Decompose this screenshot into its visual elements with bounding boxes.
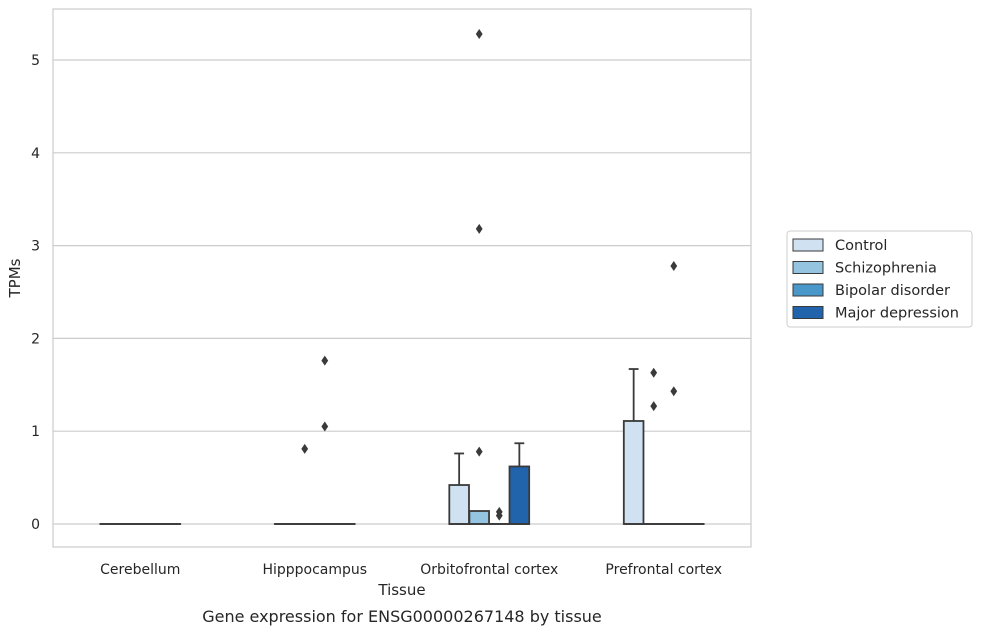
legend-label: Schizophrenia bbox=[835, 261, 937, 277]
legend-frame bbox=[786, 230, 973, 328]
box-group bbox=[293, 443, 316, 525]
box bbox=[448, 484, 470, 525]
box-group bbox=[642, 367, 665, 525]
outlier-point bbox=[650, 401, 658, 412]
outlier-point bbox=[670, 261, 678, 272]
legend-label: Control bbox=[835, 238, 887, 254]
legend-label: Major depression bbox=[835, 306, 959, 322]
chart-caption: Gene expression for ENSG00000267148 by t… bbox=[202, 607, 602, 626]
box bbox=[622, 420, 645, 525]
y-tick-label: 4 bbox=[31, 146, 40, 162]
box-group bbox=[508, 442, 531, 525]
box-group bbox=[448, 452, 470, 525]
x-tick-label: Hipppocampus bbox=[262, 562, 367, 578]
outlier-point bbox=[475, 29, 483, 40]
y-axis-ticks: 0 1 2 3 4 5 bbox=[31, 53, 40, 533]
box-group bbox=[314, 355, 336, 525]
x-tick-label: Orbitofrontal cortex bbox=[420, 562, 558, 578]
box bbox=[508, 465, 531, 525]
legend-label: Bipolar disorder bbox=[835, 283, 950, 299]
y-tick-label: 5 bbox=[31, 53, 40, 69]
plot-frame bbox=[52, 8, 752, 548]
outlier-point bbox=[495, 510, 503, 521]
legend-swatch bbox=[792, 283, 824, 297]
y-tick-label: 1 bbox=[31, 424, 40, 440]
box-group bbox=[488, 506, 511, 525]
box-group bbox=[622, 368, 645, 525]
grid-lines bbox=[53, 59, 751, 525]
legend-swatch bbox=[792, 238, 824, 252]
legend-swatch bbox=[792, 261, 824, 274]
outlier-point bbox=[475, 446, 483, 457]
outlier-point bbox=[321, 421, 329, 432]
x-tick-label: Cerebellum bbox=[100, 562, 180, 578]
box-group bbox=[468, 29, 490, 525]
outlier-point bbox=[321, 355, 329, 366]
box-group bbox=[663, 261, 685, 525]
x-axis-ticks: Cerebellum Hipppocampus Orbitofrontal cort… bbox=[100, 562, 722, 578]
outlier-point bbox=[301, 443, 309, 454]
outlier-point bbox=[670, 386, 678, 397]
x-axis-label: Tissue bbox=[377, 581, 425, 599]
box-series bbox=[99, 29, 705, 525]
outlier-point bbox=[650, 367, 658, 378]
outlier-point bbox=[475, 223, 483, 234]
legend-swatch bbox=[792, 306, 824, 319]
y-tick-label: 2 bbox=[31, 331, 40, 347]
legend: Control Schizophrenia Bipolar disorder Majo… bbox=[786, 230, 973, 328]
x-tick-label: Prefrontal cortex bbox=[605, 562, 722, 578]
y-axis-label: TPMs bbox=[6, 258, 24, 298]
y-tick-label: 3 bbox=[31, 239, 40, 255]
box bbox=[468, 510, 490, 525]
y-tick-label: 0 bbox=[31, 517, 40, 533]
